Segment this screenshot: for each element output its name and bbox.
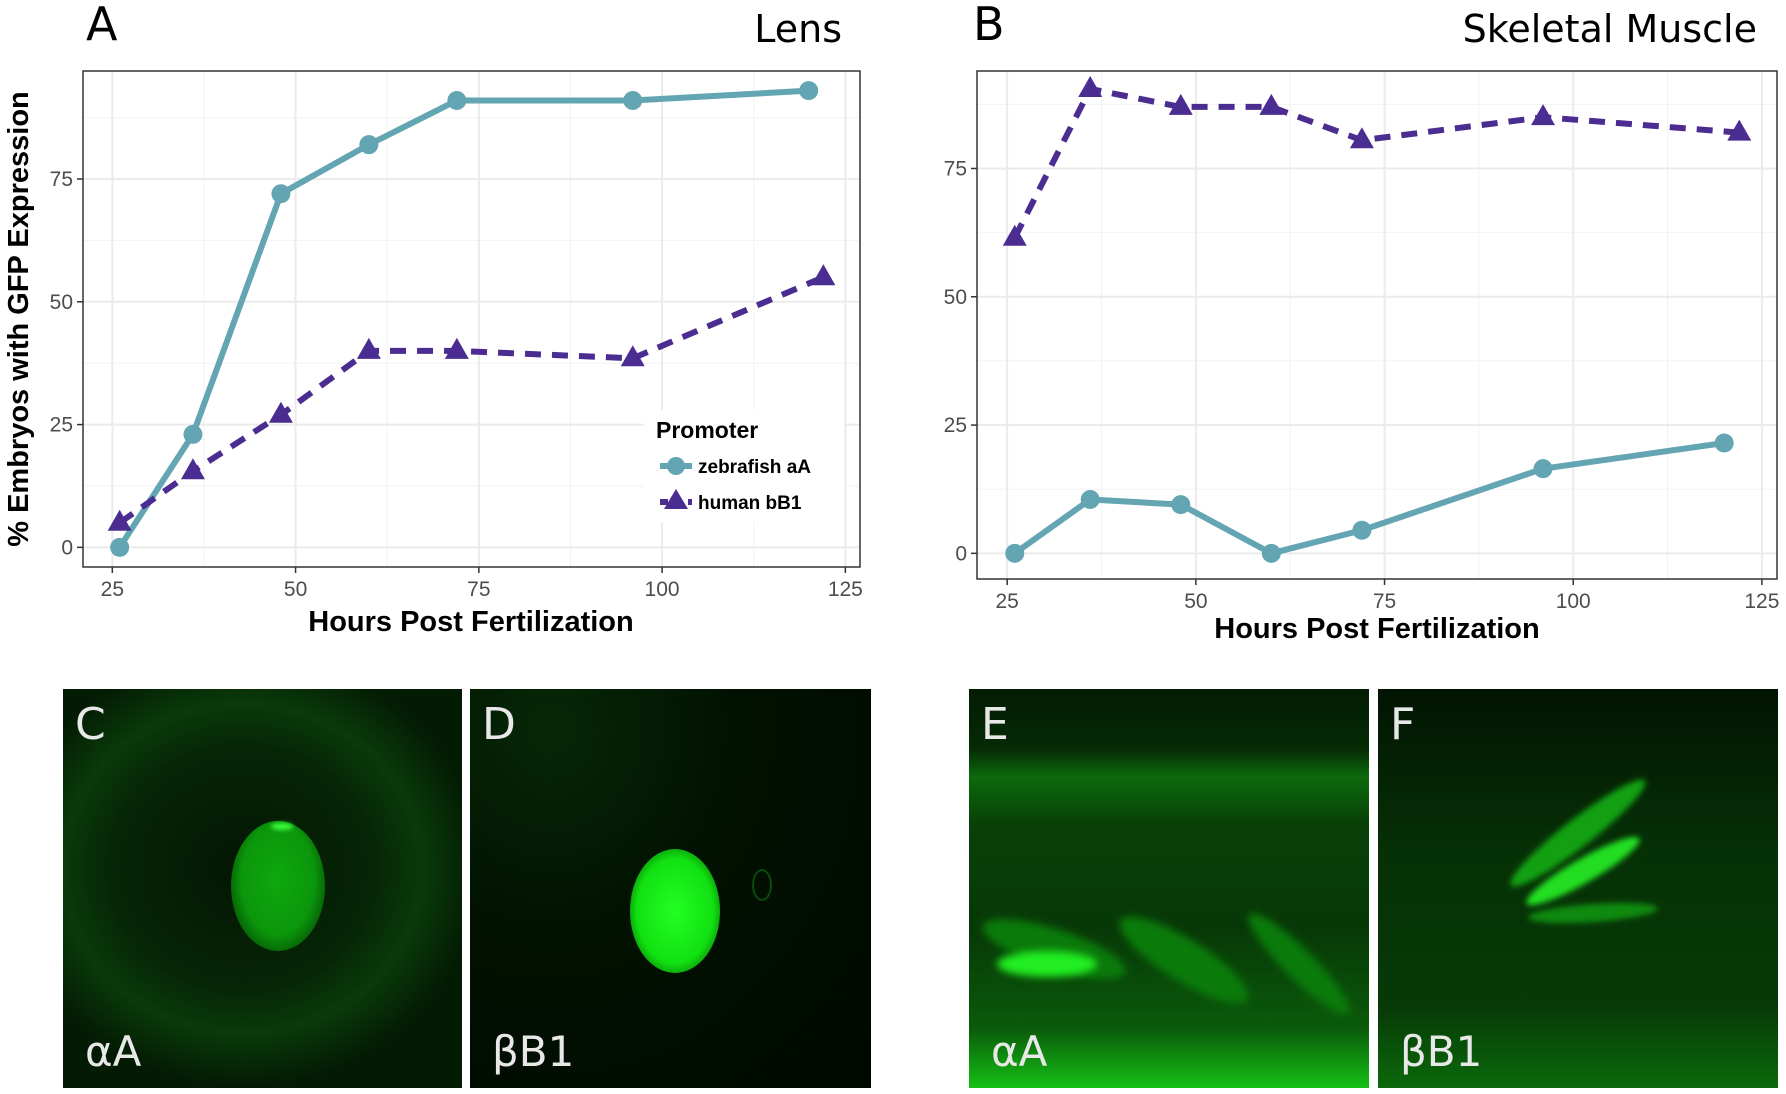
data-point xyxy=(799,81,819,101)
legend-marker-triangle xyxy=(664,489,688,509)
plot-area: 25 50 75 100 125 0 25 50 75 xyxy=(944,70,1779,613)
x-tick-label: 25 xyxy=(996,590,1019,613)
lens-glow xyxy=(231,821,325,951)
data-point xyxy=(1533,459,1553,479)
legend: Promoter zebrafish aA human bB1 xyxy=(644,410,844,522)
legend-marker-circle xyxy=(667,457,685,475)
data-point xyxy=(1171,495,1191,515)
data-point xyxy=(268,401,293,423)
data-point xyxy=(1261,543,1281,563)
data-point xyxy=(811,264,836,286)
y-tick-label: 50 xyxy=(944,286,967,309)
data-point xyxy=(1352,520,1372,540)
panel-letter-e: E xyxy=(981,699,1009,750)
promoter-label: αA xyxy=(991,1027,1048,1076)
y-tick-label: 50 xyxy=(50,291,73,314)
plot-border xyxy=(976,70,1778,580)
data-point xyxy=(447,90,467,110)
chart-a-lens: 25 50 75 100 125 0 25 50 75 A Lens % Embryos wit… xyxy=(3,0,863,638)
data-point xyxy=(1080,489,1100,509)
legend-label-zebrafish: zebrafish aA xyxy=(698,457,811,478)
data-point xyxy=(356,337,381,359)
promoter-label: αA xyxy=(85,1027,142,1076)
data-point xyxy=(1714,433,1734,453)
lens-highlight xyxy=(271,823,293,830)
muscle-fiber xyxy=(1238,903,1360,1025)
series-zebrafish-aa xyxy=(1005,433,1734,563)
muscle-fiber xyxy=(1527,899,1659,927)
data-point xyxy=(1259,93,1284,115)
y-axis-title: % Embryos with GFP Expression xyxy=(3,91,35,547)
lens-glow xyxy=(630,849,720,973)
data-point xyxy=(620,345,645,367)
series-human-bb1 xyxy=(1002,75,1752,246)
x-tick-label: 100 xyxy=(1556,590,1591,613)
y-tick-label: 75 xyxy=(944,157,967,180)
data-point xyxy=(1002,224,1027,246)
x-tick-label: 75 xyxy=(1373,590,1396,613)
y-tick-label: 25 xyxy=(944,414,967,437)
image-f-muscle-beta-b1: F βB1 xyxy=(1378,689,1778,1088)
data-point xyxy=(444,337,469,359)
legend-label-human: human bB1 xyxy=(698,493,802,514)
data-point xyxy=(271,184,291,204)
x-tick-label: 25 xyxy=(101,578,124,601)
x-axis-title: Hours Post Fertilization xyxy=(1214,613,1539,645)
panel-letter-b: B xyxy=(973,0,1005,51)
legend-title: Promoter xyxy=(656,417,758,443)
chart-b-skeletal-muscle: 25 50 75 100 125 0 25 50 75 B Skeletal Muscle Ho… xyxy=(944,0,1780,645)
data-point xyxy=(107,509,132,531)
data-point xyxy=(359,135,379,155)
data-point xyxy=(623,90,643,110)
muscle-fiber-bright xyxy=(997,951,1097,977)
muscle-fiber xyxy=(976,906,1132,992)
data-point xyxy=(110,537,130,557)
data-point xyxy=(1531,104,1556,126)
x-tick-label: 125 xyxy=(1744,590,1779,613)
x-tick-label: 100 xyxy=(645,578,680,601)
data-point xyxy=(1078,75,1103,97)
chart-title: Lens xyxy=(754,7,842,51)
plot-border xyxy=(82,70,861,568)
x-tick-label: 50 xyxy=(1184,590,1207,613)
data-point xyxy=(1005,543,1025,563)
panel-letter-c: C xyxy=(75,699,106,750)
image-e-muscle-alpha-a: E αA xyxy=(969,689,1369,1088)
ring-structure xyxy=(752,869,772,901)
panel-letter-a: A xyxy=(86,0,118,51)
x-axis-title: Hours Post Fertilization xyxy=(308,606,633,638)
data-point xyxy=(180,458,205,480)
series-human-bb1 xyxy=(107,264,836,531)
promoter-label: βB1 xyxy=(492,1027,575,1076)
data-point xyxy=(1349,127,1374,149)
muscle-fiber xyxy=(1109,902,1259,1018)
data-point xyxy=(183,424,203,444)
image-c-lens-alpha-a: C αA xyxy=(63,689,462,1088)
y-tick-label: 25 xyxy=(50,414,73,437)
panel-letter-f: F xyxy=(1390,699,1416,750)
promoter-label: βB1 xyxy=(1400,1027,1483,1076)
y-tick-label: 0 xyxy=(61,536,73,559)
chart-title: Skeletal Muscle xyxy=(1463,7,1757,51)
x-tick-label: 75 xyxy=(467,578,490,601)
y-tick-label: 75 xyxy=(50,168,73,191)
data-point xyxy=(1727,119,1752,141)
series-zebrafish-aa xyxy=(110,81,819,557)
y-tick-label: 0 xyxy=(955,542,967,565)
plot-background xyxy=(977,71,1777,579)
data-point xyxy=(1168,93,1193,115)
image-d-lens-beta-b1: D βB1 xyxy=(470,689,871,1088)
x-tick-label: 125 xyxy=(828,578,863,601)
panel-letter-d: D xyxy=(482,699,516,750)
x-tick-label: 50 xyxy=(284,578,307,601)
